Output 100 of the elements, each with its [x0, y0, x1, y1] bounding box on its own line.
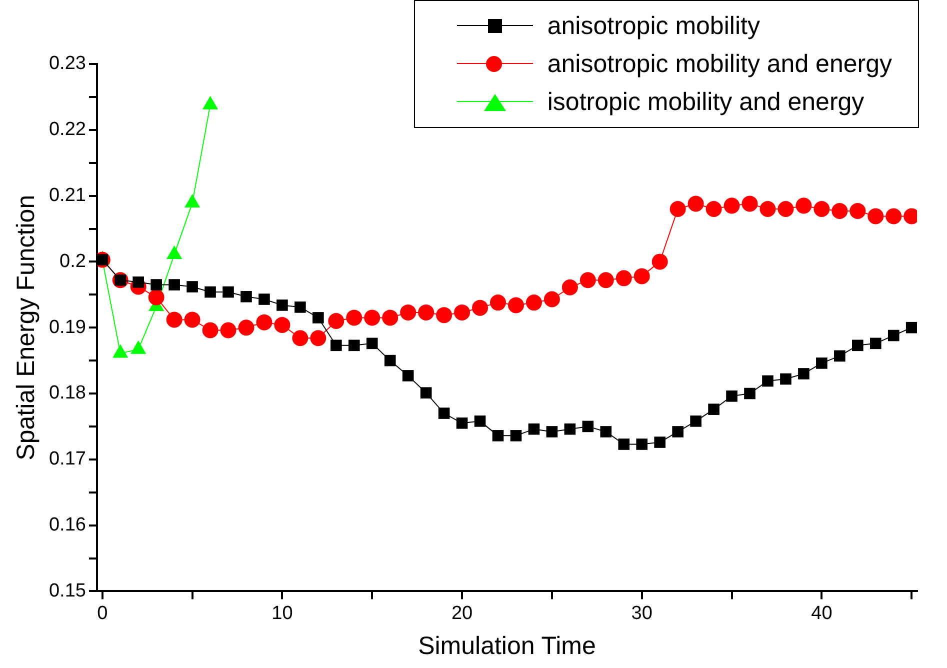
- point: [544, 291, 560, 308]
- point: [384, 354, 396, 366]
- point: [852, 340, 864, 352]
- point: [906, 322, 917, 334]
- point: [816, 358, 828, 369]
- y-tick-label: 0.2: [60, 250, 86, 272]
- point: [238, 320, 254, 336]
- point: [868, 208, 884, 224]
- point: [204, 286, 216, 298]
- point: [814, 200, 830, 217]
- point: [708, 404, 720, 415]
- point: [294, 302, 306, 313]
- point: [222, 286, 234, 298]
- point: [850, 202, 866, 219]
- point: [546, 426, 558, 438]
- point: [796, 198, 812, 214]
- point: [832, 202, 848, 219]
- point: [186, 281, 198, 292]
- x-tick-label: 20: [451, 602, 473, 624]
- point: [276, 300, 288, 311]
- point: [220, 322, 236, 338]
- y-tick-label: 0.23: [48, 53, 86, 74]
- point: [652, 254, 668, 270]
- point: [310, 330, 326, 346]
- point: [744, 388, 756, 400]
- point: [456, 418, 468, 429]
- point: [364, 310, 380, 326]
- point: [688, 196, 704, 212]
- point: [346, 310, 362, 326]
- y-tick-label: 0.17: [48, 448, 86, 470]
- point: [760, 200, 776, 217]
- point: [292, 330, 308, 346]
- point: [258, 294, 270, 305]
- point: [526, 294, 542, 311]
- point: [742, 196, 758, 212]
- y-tick-label: 0.21: [48, 185, 86, 206]
- x-tick-label: 30: [631, 602, 652, 624]
- point: [330, 340, 342, 352]
- y-tick-label: 0.16: [48, 514, 86, 536]
- point: [636, 438, 648, 450]
- point: [148, 289, 164, 306]
- point: [474, 416, 486, 427]
- y-tick-label: 0.15: [48, 580, 86, 602]
- point: [778, 200, 794, 217]
- point: [886, 208, 902, 224]
- point: [184, 312, 200, 328]
- point: [328, 313, 344, 330]
- point: [562, 279, 578, 296]
- point: [634, 268, 650, 284]
- point: [706, 200, 722, 217]
- point: [600, 426, 612, 438]
- point: [582, 420, 594, 432]
- point: [168, 279, 180, 290]
- point: [726, 390, 738, 402]
- point: [472, 300, 488, 316]
- point: [348, 340, 360, 352]
- point: [724, 198, 740, 214]
- point: [418, 304, 434, 320]
- x-tick-label: 10: [272, 602, 293, 624]
- point: [564, 423, 576, 435]
- y-tick-label: 0.22: [48, 119, 86, 140]
- point: [166, 312, 182, 328]
- point: [256, 314, 272, 330]
- point: [654, 436, 666, 448]
- point: [508, 297, 524, 314]
- legend-label: anisotropic mobility and energy: [547, 49, 892, 80]
- point: [870, 338, 882, 350]
- legend-label: anisotropic mobility: [547, 11, 760, 42]
- point: [618, 438, 630, 450]
- point: [492, 430, 504, 442]
- point: [400, 304, 416, 320]
- x-tick-label: 40: [811, 602, 832, 624]
- point: [402, 370, 414, 382]
- point: [150, 279, 162, 290]
- point: [202, 322, 218, 338]
- point: [510, 430, 522, 442]
- point: [420, 387, 432, 398]
- point: [454, 304, 470, 320]
- x-tick-label: 0: [97, 602, 108, 624]
- point: [490, 294, 506, 311]
- y-axis-title: Spatial Energy Function: [12, 194, 40, 460]
- legend-label: isotropic mobility and energy: [547, 87, 864, 118]
- point: [274, 316, 290, 333]
- point: [366, 338, 378, 350]
- point: [798, 368, 810, 380]
- point: [528, 423, 540, 435]
- y-tick-label: 0.18: [48, 382, 86, 404]
- x-axis-title: Simulation Time: [418, 632, 596, 660]
- point: [616, 270, 632, 286]
- point: [382, 310, 398, 326]
- point: [580, 272, 596, 288]
- point: [312, 312, 324, 324]
- point: [780, 373, 792, 385]
- point: [240, 290, 252, 302]
- y-tick-label: 0.19: [48, 316, 86, 338]
- point: [438, 408, 450, 419]
- point: [690, 416, 702, 427]
- point: [888, 330, 900, 342]
- point: [598, 272, 614, 288]
- point: [670, 200, 686, 217]
